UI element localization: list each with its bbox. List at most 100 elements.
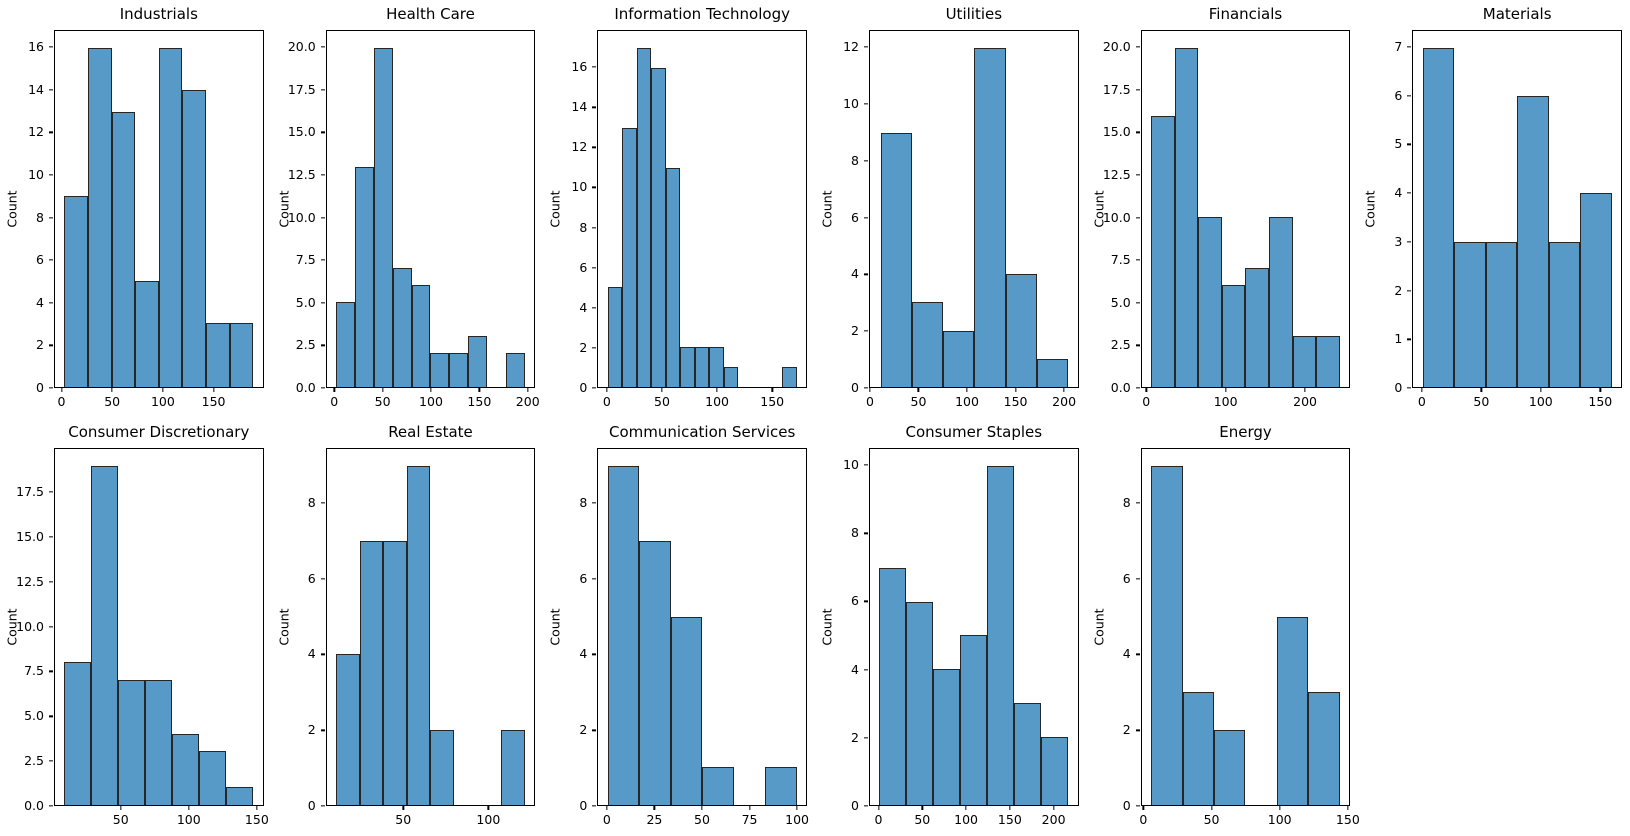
y-tick-label: 7.5	[24, 663, 44, 679]
histogram-bar	[1041, 737, 1069, 805]
y-tick-mark	[592, 226, 597, 229]
histogram-bar	[468, 336, 488, 387]
y-tick-mark	[592, 186, 597, 189]
x-tick-mark	[162, 388, 164, 392]
y-tick-label: 14	[28, 81, 44, 97]
x-tick-mark	[1347, 806, 1349, 810]
y-tick-mark	[1407, 289, 1412, 292]
y-tick-mark	[49, 344, 53, 347]
x-tick-label: 150	[1003, 394, 1028, 409]
y-tick-mark	[592, 267, 597, 269]
x-tick-mark	[1540, 388, 1542, 392]
y-tick-mark	[320, 805, 325, 807]
histogram-bar	[88, 47, 112, 387]
y-tick-mark	[49, 715, 53, 717]
x-tick-label: 150	[760, 394, 785, 409]
y-tick-mark	[320, 259, 325, 261]
y-tick-label: 2	[36, 337, 44, 353]
y-tick-label: 10	[28, 166, 44, 182]
x-tick-mark	[748, 806, 751, 810]
y-tick-mark	[863, 46, 868, 48]
y-tick-mark	[1407, 46, 1412, 48]
y-tick-label: 6	[1394, 87, 1403, 103]
x-tick-mark	[966, 388, 968, 392]
y-tick-label: 7.5	[1110, 252, 1131, 268]
y-tick-label: 6	[579, 570, 588, 586]
y-tick-mark	[320, 578, 325, 580]
y-tick-label: 0	[1122, 798, 1131, 813]
y-tick-label: 2	[579, 339, 588, 355]
subplot-health-care: Health Care Count 0.0 2.5 5.0 7.5 10.0 12.5 15.0…	[272, 0, 544, 418]
histogram-bar	[1548, 241, 1581, 387]
histogram-bar	[651, 67, 666, 387]
histogram-bar	[1517, 96, 1549, 387]
y-tick-mark	[320, 502, 325, 504]
histogram-bar	[411, 285, 431, 387]
histogram-bar	[111, 111, 136, 387]
y-tick-label: 2	[579, 722, 588, 738]
y-tick-label: 0	[1394, 380, 1403, 395]
y-tick-mark	[320, 174, 325, 176]
y-tick-mark	[592, 653, 597, 656]
y-tick-label: 10	[843, 457, 859, 473]
x-tick-label: 150	[1335, 812, 1360, 827]
y-tick-label: 17.5	[287, 81, 316, 97]
y-tick-mark	[592, 347, 597, 349]
y-tick-mark	[1135, 216, 1140, 219]
y-tick-label: 2	[1122, 722, 1131, 738]
x-tick-mark	[1009, 806, 1011, 810]
x-tick-mark	[917, 388, 920, 392]
plot-area	[868, 30, 1079, 388]
subplot-consumer-staples: Consumer Staples Count 0 2 4 6 8 10 0 50 100 150 200	[815, 418, 1087, 836]
y-tick-mark	[320, 387, 325, 389]
x-tick-mark	[333, 388, 335, 392]
y-tick-label: 10	[571, 179, 588, 195]
x-tick-mark	[1210, 806, 1213, 810]
y-tick-label: 5.0	[1110, 294, 1131, 310]
histogram-bar	[1292, 336, 1317, 387]
y-tick-label: 0.0	[1110, 380, 1131, 395]
y-tick-label: 16	[571, 59, 588, 75]
y-tick-mark	[863, 464, 868, 466]
y-tick-label: 4	[851, 661, 859, 677]
y-tick-mark	[49, 46, 53, 48]
y-tick-label: 2	[851, 729, 859, 745]
y-tick-mark	[49, 131, 53, 133]
y-tick-mark	[1135, 302, 1140, 304]
x-tick-mark	[381, 388, 384, 392]
x-tick-mark	[606, 806, 608, 810]
x-tick-label: 50	[104, 394, 121, 409]
y-tick-label: 8	[851, 525, 859, 541]
x-axis-ticks: 0 50 100 150 200	[866, 388, 1079, 418]
y-tick-label: 12	[571, 139, 588, 155]
histogram-bar	[449, 353, 469, 387]
subplot-title: Consumer Discretionary	[68, 423, 250, 441]
y-tick-mark	[863, 216, 868, 219]
y-tick-label: 6	[851, 593, 859, 609]
x-tick-mark	[1304, 388, 1306, 392]
histogram-bar	[906, 601, 934, 805]
histogram-bar	[1276, 616, 1309, 805]
histogram-bar	[118, 680, 146, 805]
y-tick-label: 10.0	[287, 209, 316, 225]
y-tick-label: 6	[579, 259, 588, 275]
y-tick-mark	[49, 581, 53, 583]
x-tick-label: 50	[914, 812, 931, 827]
histogram-bar	[974, 47, 1006, 387]
y-tick-label: 20.0	[287, 39, 316, 55]
y-axis-ticks: 0 2 4 6 8	[272, 448, 326, 813]
x-tick-label: 50	[654, 394, 670, 409]
y-tick-label: 20.0	[1102, 39, 1131, 55]
x-tick-label: 0	[1139, 812, 1148, 827]
y-tick-mark	[1135, 46, 1140, 48]
x-tick-label: 0	[1417, 394, 1426, 409]
y-tick-label: 17.5	[1102, 81, 1131, 97]
y-tick-label: 3	[1394, 233, 1403, 249]
y-axis-ticks: 0 1 2 3 4 5 6 7	[1358, 30, 1412, 395]
y-tick-label: 4	[579, 646, 588, 662]
histogram-bar	[607, 465, 640, 805]
y-tick-mark	[49, 259, 53, 261]
y-tick-label: 0.0	[295, 380, 316, 395]
y-tick-mark	[592, 805, 597, 807]
